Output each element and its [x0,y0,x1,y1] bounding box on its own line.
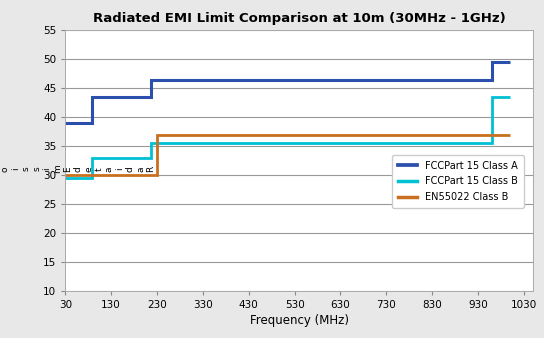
EN55022 Class B [62,173,69,177]
FCCPart 15 Class B [489,95,495,99]
EN55022 Class B [154,173,160,177]
FCCPart 15 Class B [489,141,495,145]
FCCPart 15 Class A [147,78,154,82]
FCCPart 15 Class B [89,176,95,180]
FCCPart 15 Class B [147,141,154,145]
FCCPart 15 Class A [89,121,95,125]
Title: Radiated EMI Limit Comparison at 10m (30MHz - 1GHz): Radiated EMI Limit Comparison at 10m (30… [93,12,505,25]
FCCPart 15 Class B [147,155,154,160]
Legend: FCCPart 15 Class A, FCCPart 15 Class B, EN55022 Class B: FCCPart 15 Class A, FCCPart 15 Class B, … [392,155,523,208]
FCCPart 15 Class B [89,155,95,160]
Line: FCCPart 15 Class A: FCCPart 15 Class A [65,62,510,123]
Line: EN55022 Class B: EN55022 Class B [65,135,510,175]
FCCPart 15 Class A [147,95,154,99]
FCCPart 15 Class B [62,176,69,180]
EN55022 Class B [154,132,160,137]
EN55022 Class B [507,132,514,137]
FCCPart 15 Class A [489,60,495,64]
FCCPart 15 Class A [89,95,95,99]
FCCPart 15 Class A [507,60,514,64]
FCCPart 15 Class A [489,78,495,82]
FCCPart 15 Class B [507,95,514,99]
FCCPart 15 Class A [62,121,69,125]
X-axis label: Frequency (MHz): Frequency (MHz) [250,314,349,327]
Text: )
m
(
V
u
B
d
)
m
0
1
@
s
n
o
i
s
s
i
m
E
d
e
t
a
i
d
a
R: ) m ( V u B d ) m 0 1 @ s n o i s s i m … [0,165,156,173]
Line: FCCPart 15 Class B: FCCPart 15 Class B [65,97,510,178]
